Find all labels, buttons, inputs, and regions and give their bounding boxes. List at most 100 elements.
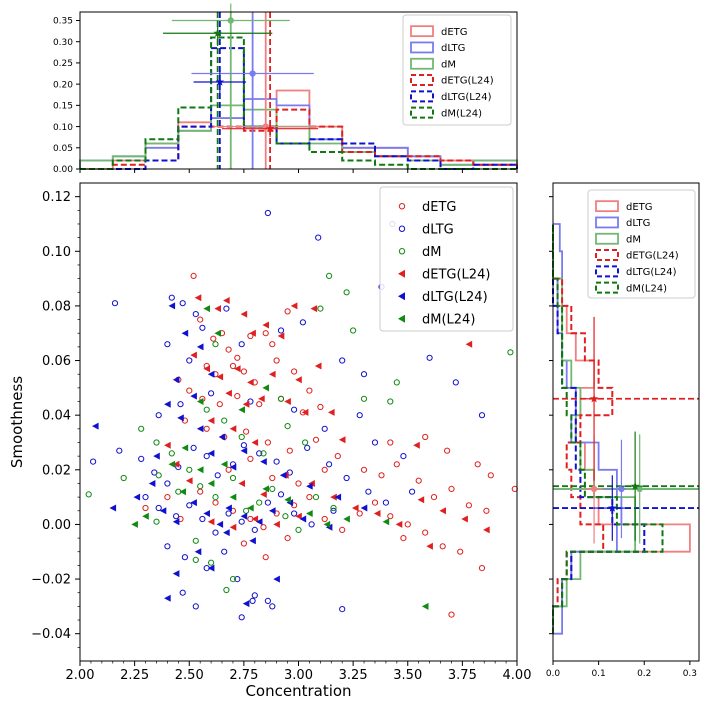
point-detg-67 [240, 540, 247, 547]
scatter-points [85, 209, 518, 621]
point-dltg-56 [221, 548, 228, 555]
point-dltg-3 [192, 311, 199, 318]
point-dltg-5 [315, 234, 322, 241]
point-detg-59 [356, 510, 363, 517]
point-detg-l24-13 [247, 378, 254, 386]
point-detg-40 [448, 485, 455, 492]
point-dm-39 [302, 439, 309, 446]
point-dltg-18 [452, 379, 459, 386]
point-dltg-21 [116, 447, 123, 454]
point-dltg-41 [173, 513, 180, 520]
right-marker-dm [636, 485, 643, 493]
legend-swatch-dm-l24 [410, 106, 434, 119]
point-dm-16 [343, 289, 350, 296]
point-dm-6 [197, 483, 204, 490]
point-detg-l24-37 [483, 526, 490, 534]
y-tick-label-0-12: 0.12 [42, 190, 71, 205]
point-dltg-59 [264, 597, 271, 605]
point-dm-l24-15 [131, 520, 138, 528]
top-hist-dm-l24 [80, 36, 517, 170]
point-dltg-47 [251, 526, 258, 534]
point-dltg-0 [111, 300, 119, 307]
legend-marker-detg [398, 203, 406, 210]
point-detg-75 [225, 466, 232, 473]
point-dm-l24-13 [323, 520, 331, 528]
point-detg-5 [234, 354, 241, 361]
legend-swatch-dm-l24 [595, 281, 619, 294]
legend-swatch-dltg-l24 [410, 90, 434, 103]
right-x-axis: 0.0 0.1 0.2 0.3 [546, 196, 697, 679]
point-detg-l24-44 [238, 480, 245, 487]
point-dm-l24-21 [220, 460, 228, 468]
point-detg-71 [400, 535, 407, 542]
main-x-axis: 2.00 2.25 2.50 2.75 3.00 3.25 3.50 3.75 4.00 [66, 661, 531, 683]
point-detg-50 [212, 499, 219, 506]
point-detg-l24-21 [301, 408, 309, 416]
point-detg-l24-26 [328, 408, 335, 416]
top-ytick-label-0-15: 0.15 [53, 102, 73, 112]
legend-label-dltg: dLTG [626, 218, 650, 229]
legend-label-dltg: dLTG [441, 43, 465, 54]
legend-label-detg: dETG [422, 200, 456, 215]
point-detg-30 [243, 428, 250, 435]
point-dltg-62 [269, 603, 276, 610]
point-detg-15 [273, 357, 280, 364]
point-dltg-l24-29 [299, 515, 307, 523]
point-detg-l24-32 [373, 510, 381, 517]
point-dltg-72 [321, 425, 328, 432]
point-detg-l24-27 [465, 340, 473, 348]
legend-label-dltg-l24: dLTG(L24) [441, 92, 492, 103]
point-detg-54 [273, 510, 280, 517]
top-y-axis: 0.00 0.05 0.10 0.15 0.20 0.25 0.30 0.35 [53, 17, 518, 175]
legend-label-detg-l24: dETG(L24) [422, 267, 490, 282]
point-detg-l24-48 [172, 460, 180, 468]
point-dltg-33 [286, 469, 293, 476]
y-tick-label-0-10: 0.10 [42, 245, 71, 260]
point-detg-57 [321, 515, 328, 523]
point-dltg-l24-41 [207, 449, 215, 457]
point-dltg-65 [249, 597, 256, 605]
point-detg-64 [439, 543, 446, 550]
point-dltg-36 [343, 474, 350, 482]
point-dltg-l24-32 [153, 452, 160, 460]
point-detg-42 [483, 507, 490, 514]
point-detg-l24-25 [251, 439, 259, 446]
point-detg-53 [260, 524, 267, 531]
point-detg-l24-5 [262, 321, 269, 329]
point-detg-l24-41 [251, 515, 259, 523]
point-dltg-34 [304, 444, 311, 451]
point-dm-17 [326, 272, 333, 279]
point-dm-0 [85, 491, 92, 498]
point-detg-55 [291, 502, 298, 509]
point-dltg-l24-12 [279, 471, 287, 479]
top-ytick-label-0-30: 0.30 [53, 38, 73, 48]
point-detg-l24-28 [413, 441, 420, 449]
top-ytick-label-0-05: 0.05 [53, 144, 73, 154]
point-detg-39 [430, 494, 438, 501]
point-dltg-l24-37 [273, 575, 280, 583]
point-detg-48 [387, 439, 394, 446]
legend-label-detg: dETG [626, 202, 653, 213]
point-dltg-42 [186, 502, 193, 509]
right-legend: dETG dLTG dM dETG(L24) dLTG(L24) dM(L24) [587, 189, 696, 299]
y-tick-label-0-04: −0.04 [31, 627, 71, 642]
point-dltg-8 [164, 341, 171, 348]
point-dltg-45 [225, 510, 232, 517]
point-dltg-46 [238, 518, 245, 525]
point-detg-l24-45 [260, 490, 267, 498]
point-dltg-38 [382, 499, 389, 506]
point-detg-22 [234, 393, 241, 400]
main-scatter-panel: 2.00 2.25 2.50 2.75 3.00 3.25 3.50 3.75 4.00 −0.… [8, 182, 531, 700]
point-dltg-l24-31 [92, 422, 99, 430]
point-detg-l24-35 [439, 507, 446, 515]
right-xtick-label-0-2: 0.2 [637, 669, 651, 679]
point-dm-4 [168, 450, 175, 457]
point-dm-38 [284, 423, 291, 430]
point-detg-l24-47 [164, 441, 171, 449]
point-detg-28 [203, 425, 210, 432]
point-dltg-l24-24 [225, 504, 232, 512]
point-detg-35 [360, 466, 368, 473]
legend-label-dm-l24: dM(L24) [441, 108, 482, 119]
point-dm-21 [393, 379, 400, 386]
point-detg-l24-23 [207, 417, 215, 425]
